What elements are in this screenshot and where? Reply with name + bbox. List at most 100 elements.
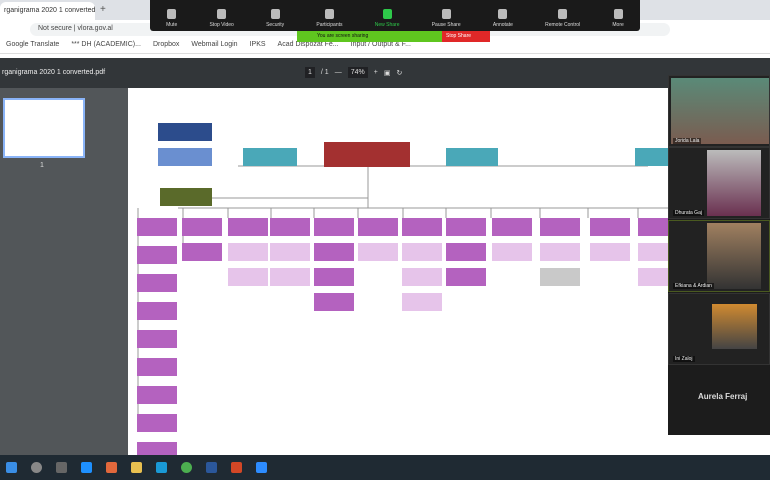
org-box bbox=[158, 148, 212, 166]
task-view-icon[interactable] bbox=[56, 462, 67, 473]
bookmark[interactable]: *** DH (ACADEMIC)... bbox=[71, 41, 141, 48]
video-tile[interactable]: Ini Zaloj bbox=[668, 293, 770, 365]
file-explorer-icon[interactable] bbox=[131, 462, 142, 473]
pause-icon bbox=[441, 9, 451, 19]
stop-video-button[interactable]: Stop Video bbox=[209, 9, 234, 28]
annotate-button[interactable]: Annotate bbox=[493, 9, 513, 28]
label: Participants bbox=[316, 22, 343, 28]
search-icon[interactable] bbox=[31, 462, 42, 473]
org-box bbox=[402, 268, 442, 286]
video-tile[interactable]: Jorida Lala bbox=[668, 75, 770, 147]
org-box bbox=[160, 188, 212, 206]
label: Pause Share bbox=[431, 22, 461, 28]
org-box-head bbox=[324, 142, 410, 167]
org-box bbox=[243, 148, 297, 166]
bookmark[interactable]: IPKS bbox=[249, 41, 266, 48]
bookmark[interactable]: Input / Output & F... bbox=[350, 41, 411, 48]
pdf-title: rganigrama 2020 1 converted.pdf bbox=[2, 69, 106, 76]
avatar bbox=[712, 304, 757, 349]
zoom-level[interactable]: 74% bbox=[347, 67, 368, 78]
bookmarks-bar: Google Translate *** DH (ACADEMIC)... Dr… bbox=[0, 38, 770, 54]
zoom-in-button[interactable]: + bbox=[373, 69, 378, 76]
participant-name: Efkiana & Ardian bbox=[673, 283, 714, 289]
bookmark[interactable]: Acad Dispozat Fe... bbox=[277, 41, 339, 48]
org-box bbox=[228, 243, 268, 261]
participant-name-large: Aurela Ferraj bbox=[698, 392, 748, 401]
microphone-icon bbox=[167, 9, 177, 19]
participant-name: Dhurata Gaj bbox=[673, 210, 704, 216]
pen-icon bbox=[498, 9, 508, 19]
org-box bbox=[137, 330, 177, 348]
org-box bbox=[358, 243, 398, 261]
word-icon[interactable] bbox=[206, 462, 217, 473]
participant-name: Jorida Lala bbox=[673, 138, 702, 144]
participants-button[interactable]: Participants bbox=[316, 9, 343, 28]
screen-sharing-banner: You are screen sharing bbox=[297, 31, 442, 42]
org-box bbox=[314, 218, 354, 236]
org-box bbox=[590, 218, 630, 236]
new-tab-button[interactable]: + bbox=[100, 4, 106, 15]
bookmark[interactable]: Dropbox bbox=[152, 41, 180, 48]
org-box bbox=[137, 386, 177, 404]
browser-tab[interactable]: rganigrama 2020 1 converted.pdf bbox=[0, 2, 95, 20]
org-box bbox=[402, 293, 442, 311]
pdf-page-org-chart bbox=[128, 88, 678, 460]
video-tile[interactable]: Dhurata Gaj bbox=[668, 147, 770, 219]
remote-control-button[interactable]: Remote Control bbox=[545, 9, 580, 28]
bookmark[interactable]: Webmail Login bbox=[191, 41, 238, 48]
mouse-icon bbox=[558, 9, 568, 19]
pause-share-button[interactable]: Pause Share bbox=[432, 9, 461, 28]
pdf-toolbar: rganigrama 2020 1 converted.pdf 1 / 1 — … bbox=[0, 58, 770, 88]
video-tile[interactable]: Efkiana & Ardian bbox=[668, 220, 770, 292]
more-button[interactable]: More bbox=[612, 9, 624, 28]
org-box bbox=[158, 123, 212, 141]
new-share-button[interactable]: New Share bbox=[374, 9, 400, 28]
page-input[interactable]: 1 bbox=[305, 67, 315, 78]
security-button[interactable]: Security bbox=[266, 9, 284, 28]
video-icon bbox=[217, 9, 227, 19]
org-box bbox=[270, 243, 310, 261]
video-feed bbox=[707, 150, 761, 216]
mute-button[interactable]: Mute bbox=[166, 9, 177, 28]
participant-name: Ini Zaloj bbox=[673, 356, 695, 362]
org-box bbox=[228, 268, 268, 286]
org-box bbox=[270, 218, 310, 236]
powerpoint-icon[interactable] bbox=[231, 462, 242, 473]
org-box bbox=[270, 268, 310, 286]
zoom-icon[interactable] bbox=[256, 462, 267, 473]
rotate-icon[interactable]: ↻ bbox=[396, 69, 403, 77]
video-feed bbox=[671, 78, 769, 144]
edge-icon[interactable] bbox=[156, 462, 167, 473]
zoom-out-button[interactable]: — bbox=[334, 69, 342, 76]
org-box bbox=[540, 268, 580, 286]
org-box bbox=[137, 246, 177, 264]
shield-icon bbox=[270, 9, 280, 19]
org-box bbox=[228, 218, 268, 236]
stop-share-button[interactable]: Stop Share bbox=[442, 31, 490, 42]
page-thumbnail[interactable] bbox=[3, 98, 85, 158]
org-box bbox=[492, 243, 532, 261]
label: Security bbox=[266, 22, 285, 28]
org-box bbox=[590, 243, 630, 261]
org-box bbox=[137, 218, 177, 236]
participants-video-panel: Jorida Lala Dhurata Gaj Efkiana & Ardian… bbox=[668, 75, 770, 435]
chrome-icon[interactable] bbox=[181, 462, 192, 473]
org-box bbox=[540, 243, 580, 261]
org-box bbox=[402, 218, 442, 236]
label: New Share bbox=[374, 22, 400, 28]
label: Mute bbox=[166, 22, 178, 28]
participants-icon bbox=[324, 9, 334, 19]
org-box bbox=[314, 293, 354, 311]
app-icon[interactable] bbox=[81, 462, 92, 473]
label: More bbox=[612, 22, 624, 28]
thumbnail-page-number: 1 bbox=[40, 162, 44, 169]
bookmark[interactable]: Google Translate bbox=[6, 41, 60, 48]
org-box bbox=[137, 358, 177, 376]
firefox-icon[interactable] bbox=[106, 462, 117, 473]
org-box bbox=[446, 218, 486, 236]
start-icon[interactable] bbox=[6, 462, 17, 473]
fit-page-icon[interactable]: ▣ bbox=[383, 69, 391, 77]
org-box bbox=[635, 148, 668, 166]
org-box bbox=[446, 268, 486, 286]
more-icon bbox=[613, 9, 623, 19]
